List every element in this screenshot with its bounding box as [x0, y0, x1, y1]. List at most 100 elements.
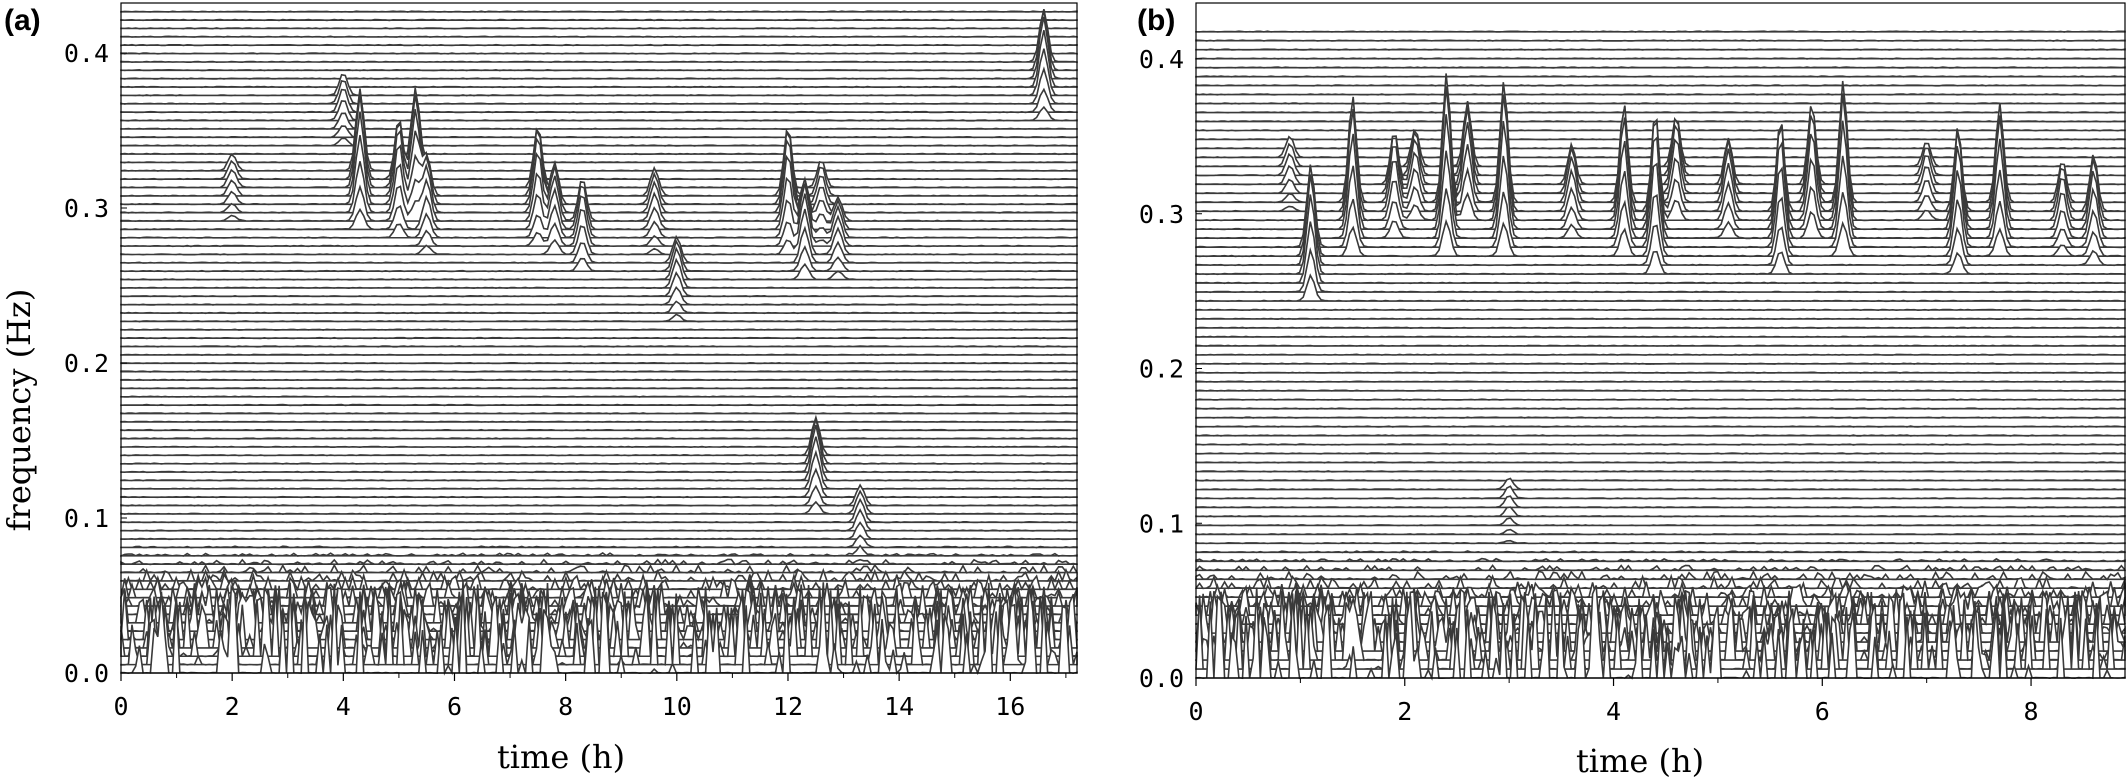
y-tick-label: 0.4: [64, 39, 109, 68]
spectral-trace: [120, 437, 1078, 440]
spectral-trace: [120, 112, 1078, 131]
spectral-trace: [1195, 517, 2126, 527]
y-tick-label: 0.0: [64, 659, 109, 688]
spectral-trace: [120, 345, 1078, 348]
y-ticks-b: 0.0 0.1 0.2 0.3 0.4: [1139, 45, 1202, 693]
spectral-trace: [120, 9, 1078, 64]
spectral-trace: [120, 412, 1078, 415]
spectral-trace: [1195, 362, 2126, 365]
spectral-trace: [1195, 174, 2126, 267]
panel-b: (b) 0.0 0.1 0.2 0.3 0.4 0 2 4 6 8 time (h): [1137, 2, 2126, 779]
x-tick-label: 2: [225, 692, 240, 721]
spectral-trace: [120, 353, 1078, 357]
spectral-trace: [120, 87, 1078, 114]
spectral-trace: [1195, 452, 2126, 455]
spectral-trace: [120, 387, 1078, 390]
spectral-trace: [1195, 247, 2126, 294]
spectral-trace: [1195, 221, 2126, 285]
x-tick-label: 4: [1606, 697, 1621, 726]
spectral-trace: [1195, 563, 2126, 572]
x-tick-label: 8: [558, 692, 573, 721]
spectral-trace: [1195, 380, 2126, 383]
spectral-trace: [1195, 164, 2126, 258]
spectral-trace: [120, 95, 1078, 189]
spectral-trace: [1195, 84, 2126, 87]
spectral-trace: [1195, 389, 2126, 392]
spectral-trace: [1195, 317, 2126, 321]
spectral-trace: [120, 30, 1078, 89]
x-tick-label: 14: [884, 692, 914, 721]
spectral-trace: [1195, 120, 2126, 123]
spectral-trace: [120, 558, 1078, 566]
spectral-trace: [120, 246, 1078, 281]
spectral-trace: [120, 10, 1078, 72]
x-axis-title-b: time (h): [1576, 742, 1704, 779]
spectral-trace: [1195, 147, 2126, 150]
spectral-trace: [120, 300, 1078, 315]
spectral-trace: [120, 18, 1078, 22]
plot-frame-a: [120, 2, 1078, 674]
spectral-trace: [120, 130, 1078, 206]
spectral-trace: [1195, 371, 2126, 374]
spectral-trace: [1195, 39, 2126, 42]
x-tick-label: 8: [2024, 697, 2039, 726]
spectral-trace: [1195, 398, 2126, 401]
y-tick-label: 0.1: [1139, 509, 1184, 538]
spectral-trace: [120, 508, 1078, 532]
spectral-trace: [120, 10, 1078, 13]
spectral-trace: [1195, 75, 2126, 78]
spectral-trace: [120, 414, 1078, 457]
x-tick-label: 16: [995, 692, 1025, 721]
spectral-trace: [120, 418, 1078, 465]
spectral-trace: [1195, 48, 2126, 51]
spectral-trace: [120, 225, 1078, 264]
spectral-trace: [120, 27, 1078, 30]
spectral-trace: [1195, 573, 2126, 591]
y-tick-label: 0.2: [1139, 355, 1184, 384]
spectral-trace: [1195, 129, 2126, 132]
spectral-trace: [1195, 470, 2126, 473]
panel-a-label: (a): [4, 4, 41, 37]
spectral-trace: [120, 428, 1078, 432]
spectral-trace: [1195, 353, 2126, 356]
x-tick-label: 0: [1188, 697, 1203, 726]
spectral-trace: [1195, 528, 2126, 536]
x-tick-label: 6: [1815, 697, 1830, 726]
spectral-trace: [120, 286, 1078, 306]
spectral-trace: [1195, 308, 2126, 312]
spectral-trace: [120, 378, 1078, 382]
spectral-trace: [1195, 66, 2126, 69]
x-tick-label: 0: [113, 692, 128, 721]
spectral-trace: [120, 100, 1078, 122]
spectral-trace: [120, 445, 1078, 449]
spectral-trace: [1195, 102, 2126, 105]
spectral-trace: [120, 125, 1078, 139]
spectral-trace: [1195, 111, 2126, 114]
spectral-trace: [1195, 434, 2126, 437]
spectral-trace: [1195, 416, 2126, 419]
spectral-trace: [120, 563, 1078, 576]
x-tick-label: 2: [1397, 697, 1412, 726]
spectral-trace: [120, 403, 1078, 407]
y-tick-label: 0.3: [64, 194, 109, 223]
y-axis-title-a: frequency (Hz): [0, 289, 38, 532]
spectral-trace: [1195, 477, 2126, 491]
spectral-trace: [120, 48, 1078, 97]
spectral-trace: [120, 89, 1078, 164]
x-tick-label: 12: [773, 692, 803, 721]
spectral-trace: [120, 425, 1078, 474]
spectral-trace: [120, 52, 1078, 55]
spectral-trace: [1195, 539, 2126, 545]
spectral-trace: [120, 436, 1078, 482]
spectral-trace: [120, 257, 1078, 290]
spectral-trace: [120, 239, 1078, 273]
y-tick-label: 0.1: [64, 504, 109, 533]
spectral-trace: [120, 567, 1078, 583]
spectral-trace: [120, 420, 1078, 423]
spectral-trace: [120, 137, 1078, 147]
spectral-trace: [1195, 138, 2126, 141]
traces-a: [120, 9, 1078, 676]
panel-a: (a) 0.0 0.1 0.2 0.3 0.4 0 2 4 6 8 10 12 14 16 freque…: [0, 2, 1078, 776]
y-tick-label: 0.3: [1139, 200, 1184, 229]
